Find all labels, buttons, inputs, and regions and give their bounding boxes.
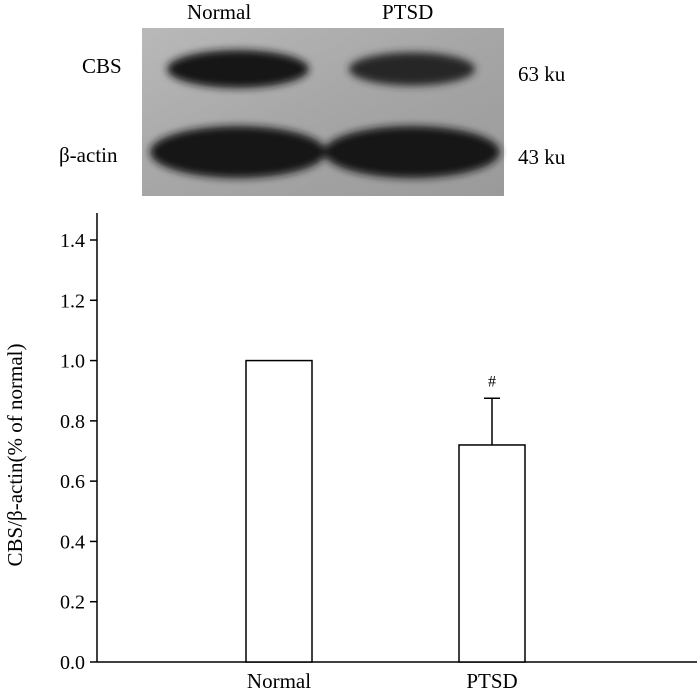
y-tick-label: 0.6 [60,471,85,493]
y-tick-label: 0.8 [60,411,85,433]
y-tick-label: 1.0 [60,351,85,373]
blot-row-label-beta-actin: β-actin [59,143,118,167]
x-tick-label-normal: Normal [247,669,311,690]
y-tick-label: 0.2 [60,592,85,614]
blot-size-label-beta-actin: 43 ku [518,145,566,169]
blot-band-cbs-ptsd [348,52,476,86]
bar-ptsd [458,444,526,663]
lane-label-ptsd: PTSD [382,0,434,24]
blot-band-beta-actin-ptsd [324,126,500,178]
western-blot-panel: Normal PTSD CBS β-actin 63 ku 43 ku [0,0,700,205]
significance-marker: # [488,373,496,390]
blot-row-label-cbs: CBS [82,54,122,78]
blot-band-cbs-normal [167,50,309,88]
y-tick-label: 1.2 [60,290,85,312]
y-axis-label: CBS/β-actin(% of normal) [3,344,27,567]
blot-size-label-cbs: 63 ku [518,62,566,86]
bar-chart-panel: CBS/β-actin(% of normal) 0.0 0.2 0.4 0.6 0.8… [0,205,700,693]
x-tick-label-ptsd: PTSD [466,669,517,690]
blot-band-beta-actin-normal [150,126,326,178]
y-tick-label: 0.4 [60,531,85,553]
bar-normal [245,359,313,663]
blot-image [142,28,504,196]
y-tick-label: 1.4 [60,230,85,252]
lane-label-normal: Normal [187,0,252,24]
y-tick-label: 0.0 [60,652,85,674]
bar-chart: CBS/β-actin(% of normal) 0.0 0.2 0.4 0.6 0.8… [3,213,697,693]
